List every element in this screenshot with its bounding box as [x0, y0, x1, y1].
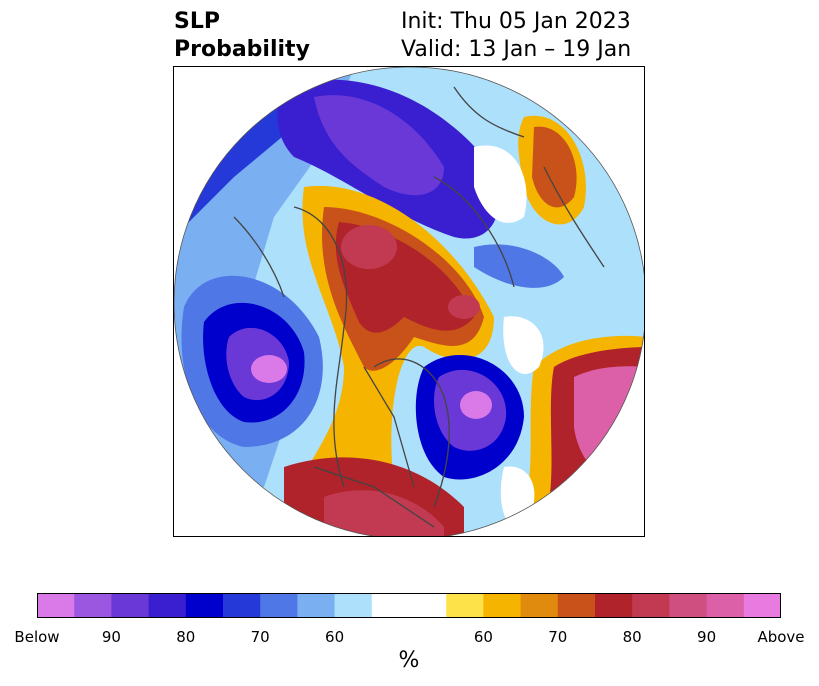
colorbar-swatch — [446, 593, 484, 618]
colorbar-swatch — [669, 593, 708, 618]
probability-field — [174, 67, 644, 536]
colorbar-swatch — [148, 593, 187, 618]
valid-range: Valid: 13 Jan – 19 Jan — [401, 37, 632, 62]
colorbar-swatch — [520, 593, 559, 618]
colorbar-swatch — [409, 593, 447, 618]
colorbar-tick-label: 70 — [250, 628, 270, 646]
colorbar-tick-label: Above — [757, 628, 805, 646]
colorbar-tick-label: 60 — [473, 628, 493, 646]
colorbar — [37, 593, 781, 618]
date-info: Init: Thu 05 Jan 2023 Valid: 13 Jan – 19… — [401, 8, 631, 64]
init-date: Init: Thu 05 Jan 2023 — [401, 9, 631, 34]
colorbar-swatch — [223, 593, 261, 618]
colorbar-swatch — [334, 593, 373, 618]
colorbar-tick-label: 80 — [176, 628, 196, 646]
colorbar-swatch — [185, 593, 224, 618]
colorbar-tick-label: 90 — [697, 628, 717, 646]
colorbar-tick-label: Below — [14, 628, 60, 646]
colorbar-swatch — [632, 593, 670, 618]
colorbar-swatch — [483, 593, 522, 618]
colorbar-swatch — [595, 593, 633, 618]
colorbar-swatch — [74, 593, 112, 618]
colorbar-tick-label: 60 — [325, 628, 345, 646]
colorbar-swatch — [743, 593, 781, 618]
colorbar-swatch — [706, 593, 745, 618]
colorbar-label: % — [398, 648, 420, 673]
polar-map — [173, 66, 645, 537]
colorbar-border — [37, 593, 781, 618]
title-line-2: Probability — [174, 37, 310, 62]
colorbar-swatch — [37, 593, 75, 618]
colorbar-tick-label: 80 — [622, 628, 642, 646]
colorbar-swatch — [111, 593, 150, 618]
colorbar-swatch — [557, 593, 596, 618]
colorbar-swatch — [371, 593, 410, 618]
colorbar-tick-label: 90 — [101, 628, 121, 646]
map-title: SLP Probability — [174, 8, 310, 64]
colorbar-tick-label: 70 — [548, 628, 568, 646]
colorbar-swatch — [260, 593, 298, 618]
colorbar-swatch — [297, 593, 336, 618]
title-line-1: SLP — [174, 9, 220, 34]
